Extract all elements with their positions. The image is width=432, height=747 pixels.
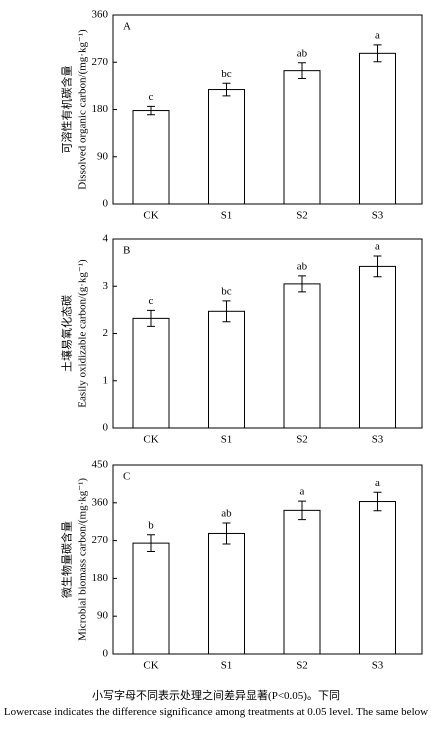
x-tick-label: S1 [221,660,233,672]
error-bar [222,82,231,97]
y-tick-label: 1 [103,374,109,386]
caption: 小写字母不同表示处理之间差异显著(P<0.05)。下同 Lowercase in… [0,688,432,720]
chart: A 可溶性有机碳含量 Dissolved organic carbon/(mg·kg… [60,9,423,672]
error-bar [298,500,306,521]
bar [208,532,245,655]
y-tick-label: 270 [92,56,109,68]
significance-letter: bc [221,285,232,297]
x-tick-label: CK [143,210,158,222]
error-bar [147,105,155,116]
y-tick-label: 2 [103,327,109,339]
bar [208,89,245,205]
y-axis-label-zh: 土壤易氧化态碳 [60,295,74,372]
x-tick-label: S1 [221,434,233,446]
panel-label: C [123,471,130,483]
error-bar [298,275,306,293]
panel-label: B [123,245,130,257]
y-axis-label: Dissolved organic carbon/(mg·kg⁻¹) [77,29,89,190]
y-tick-label: 4 [103,233,109,245]
significance-letter: a [375,29,380,41]
x-tick-label: S2 [296,210,308,222]
x-tick-label: S1 [221,210,233,222]
bar [359,52,396,205]
significance-letter: a [300,486,305,498]
x-tick-label: S2 [296,660,308,672]
y-tick-label: 180 [92,103,109,115]
y-tick-label: 360 [92,9,109,21]
error-bar [373,255,382,278]
significance-letter: bc [221,68,232,80]
y-tick-label: 360 [92,496,109,508]
y-tick-label: 0 [103,648,109,660]
significance-letter: ab [221,507,232,519]
caption-zh: 小写字母不同表示处理之间差异显著(P<0.05)。下同 [92,690,340,702]
bar [359,501,396,655]
caption-en: Lowercase indicates the difference signi… [3,706,429,718]
bar [359,265,396,429]
significance-letter: ab [297,47,308,59]
y-tick-label: 0 [103,422,109,434]
y-tick-label: 450 [92,459,109,471]
significance-letter: c [149,91,154,103]
x-tick-label: S3 [372,434,384,446]
y-axis-label: Microbial biomass carbon/(mg·kg⁻¹) [77,478,89,641]
y-tick-label: 90 [97,150,109,162]
bar [283,509,321,655]
bar [208,310,245,429]
plot-frame [112,464,423,655]
significance-letter: c [149,295,154,307]
bar [132,110,170,205]
bar [283,283,321,429]
error-bar [373,44,382,63]
bar [132,542,170,655]
significance-letter: b [148,519,154,531]
x-tick-label: S2 [296,434,308,446]
y-tick-label: 0 [103,198,109,210]
x-tick-label: CK [143,660,158,672]
x-tick-label: CK [143,434,158,446]
error-bar [147,534,155,553]
y-tick-label: 3 [103,280,109,292]
panel-label: A [123,21,131,33]
error-bar [222,522,231,545]
error-bar [147,309,155,327]
error-bar [222,300,231,323]
y-axis-label-zh: 微生物量碳含量 [60,521,74,598]
y-axis-label-zh: 可溶性有机碳含量 [60,66,74,154]
error-bar [373,491,382,512]
bar [283,70,321,205]
significance-letter: a [375,241,380,253]
error-bar [298,62,306,80]
significance-letter: ab [297,260,308,272]
y-tick-label: 270 [92,534,109,546]
y-tick-label: 90 [97,610,109,622]
x-tick-label: S3 [372,660,384,672]
y-axis-label: Easily oxidizable carbon/(g·kg⁻¹) [77,259,89,408]
significance-letter: a [375,477,380,489]
bar [132,317,170,429]
x-tick-label: S3 [372,210,384,222]
y-tick-label: 180 [92,572,109,584]
